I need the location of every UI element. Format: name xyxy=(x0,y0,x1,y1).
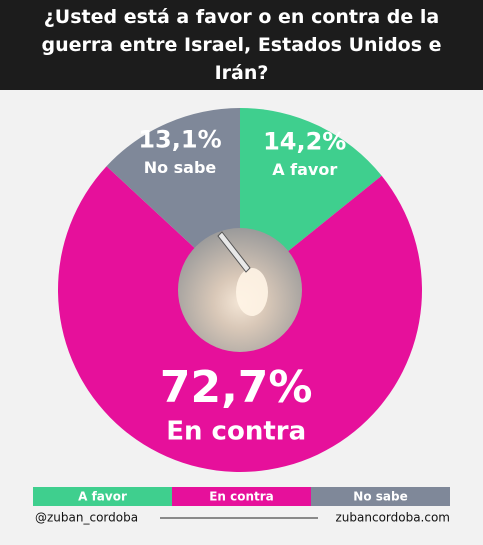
category-label: En contra xyxy=(166,416,306,446)
legend-label: No sabe xyxy=(353,490,407,504)
rocket xyxy=(217,231,251,273)
exhaust xyxy=(236,268,268,316)
value-label: 13,1% xyxy=(138,126,221,154)
legend-swatch xyxy=(33,487,172,506)
value-label: 14,2% xyxy=(263,128,346,156)
chart-title: ¿Usted está a favor o en contra de la gu… xyxy=(41,6,442,84)
footer-handle: @zuban_cordoba xyxy=(35,511,138,525)
legend-swatch xyxy=(311,487,450,506)
footer-site: zubancordoba.com xyxy=(335,511,450,525)
center-image xyxy=(178,228,302,352)
value-label: 72,7% xyxy=(160,362,313,413)
labels: 14,2% A favor 72,7%En contra 13,1% No sabe xyxy=(138,126,346,447)
title-bar: ¿Usted está a favor o en contra de la gu… xyxy=(0,0,483,90)
legend: A favor En contra No sabe xyxy=(33,487,450,506)
legend-label: En contra xyxy=(209,490,274,504)
legend-label: A favor xyxy=(78,490,127,504)
category-label: No sabe xyxy=(144,158,217,177)
legend-swatch xyxy=(172,487,311,506)
category-label: A favor xyxy=(272,160,337,179)
